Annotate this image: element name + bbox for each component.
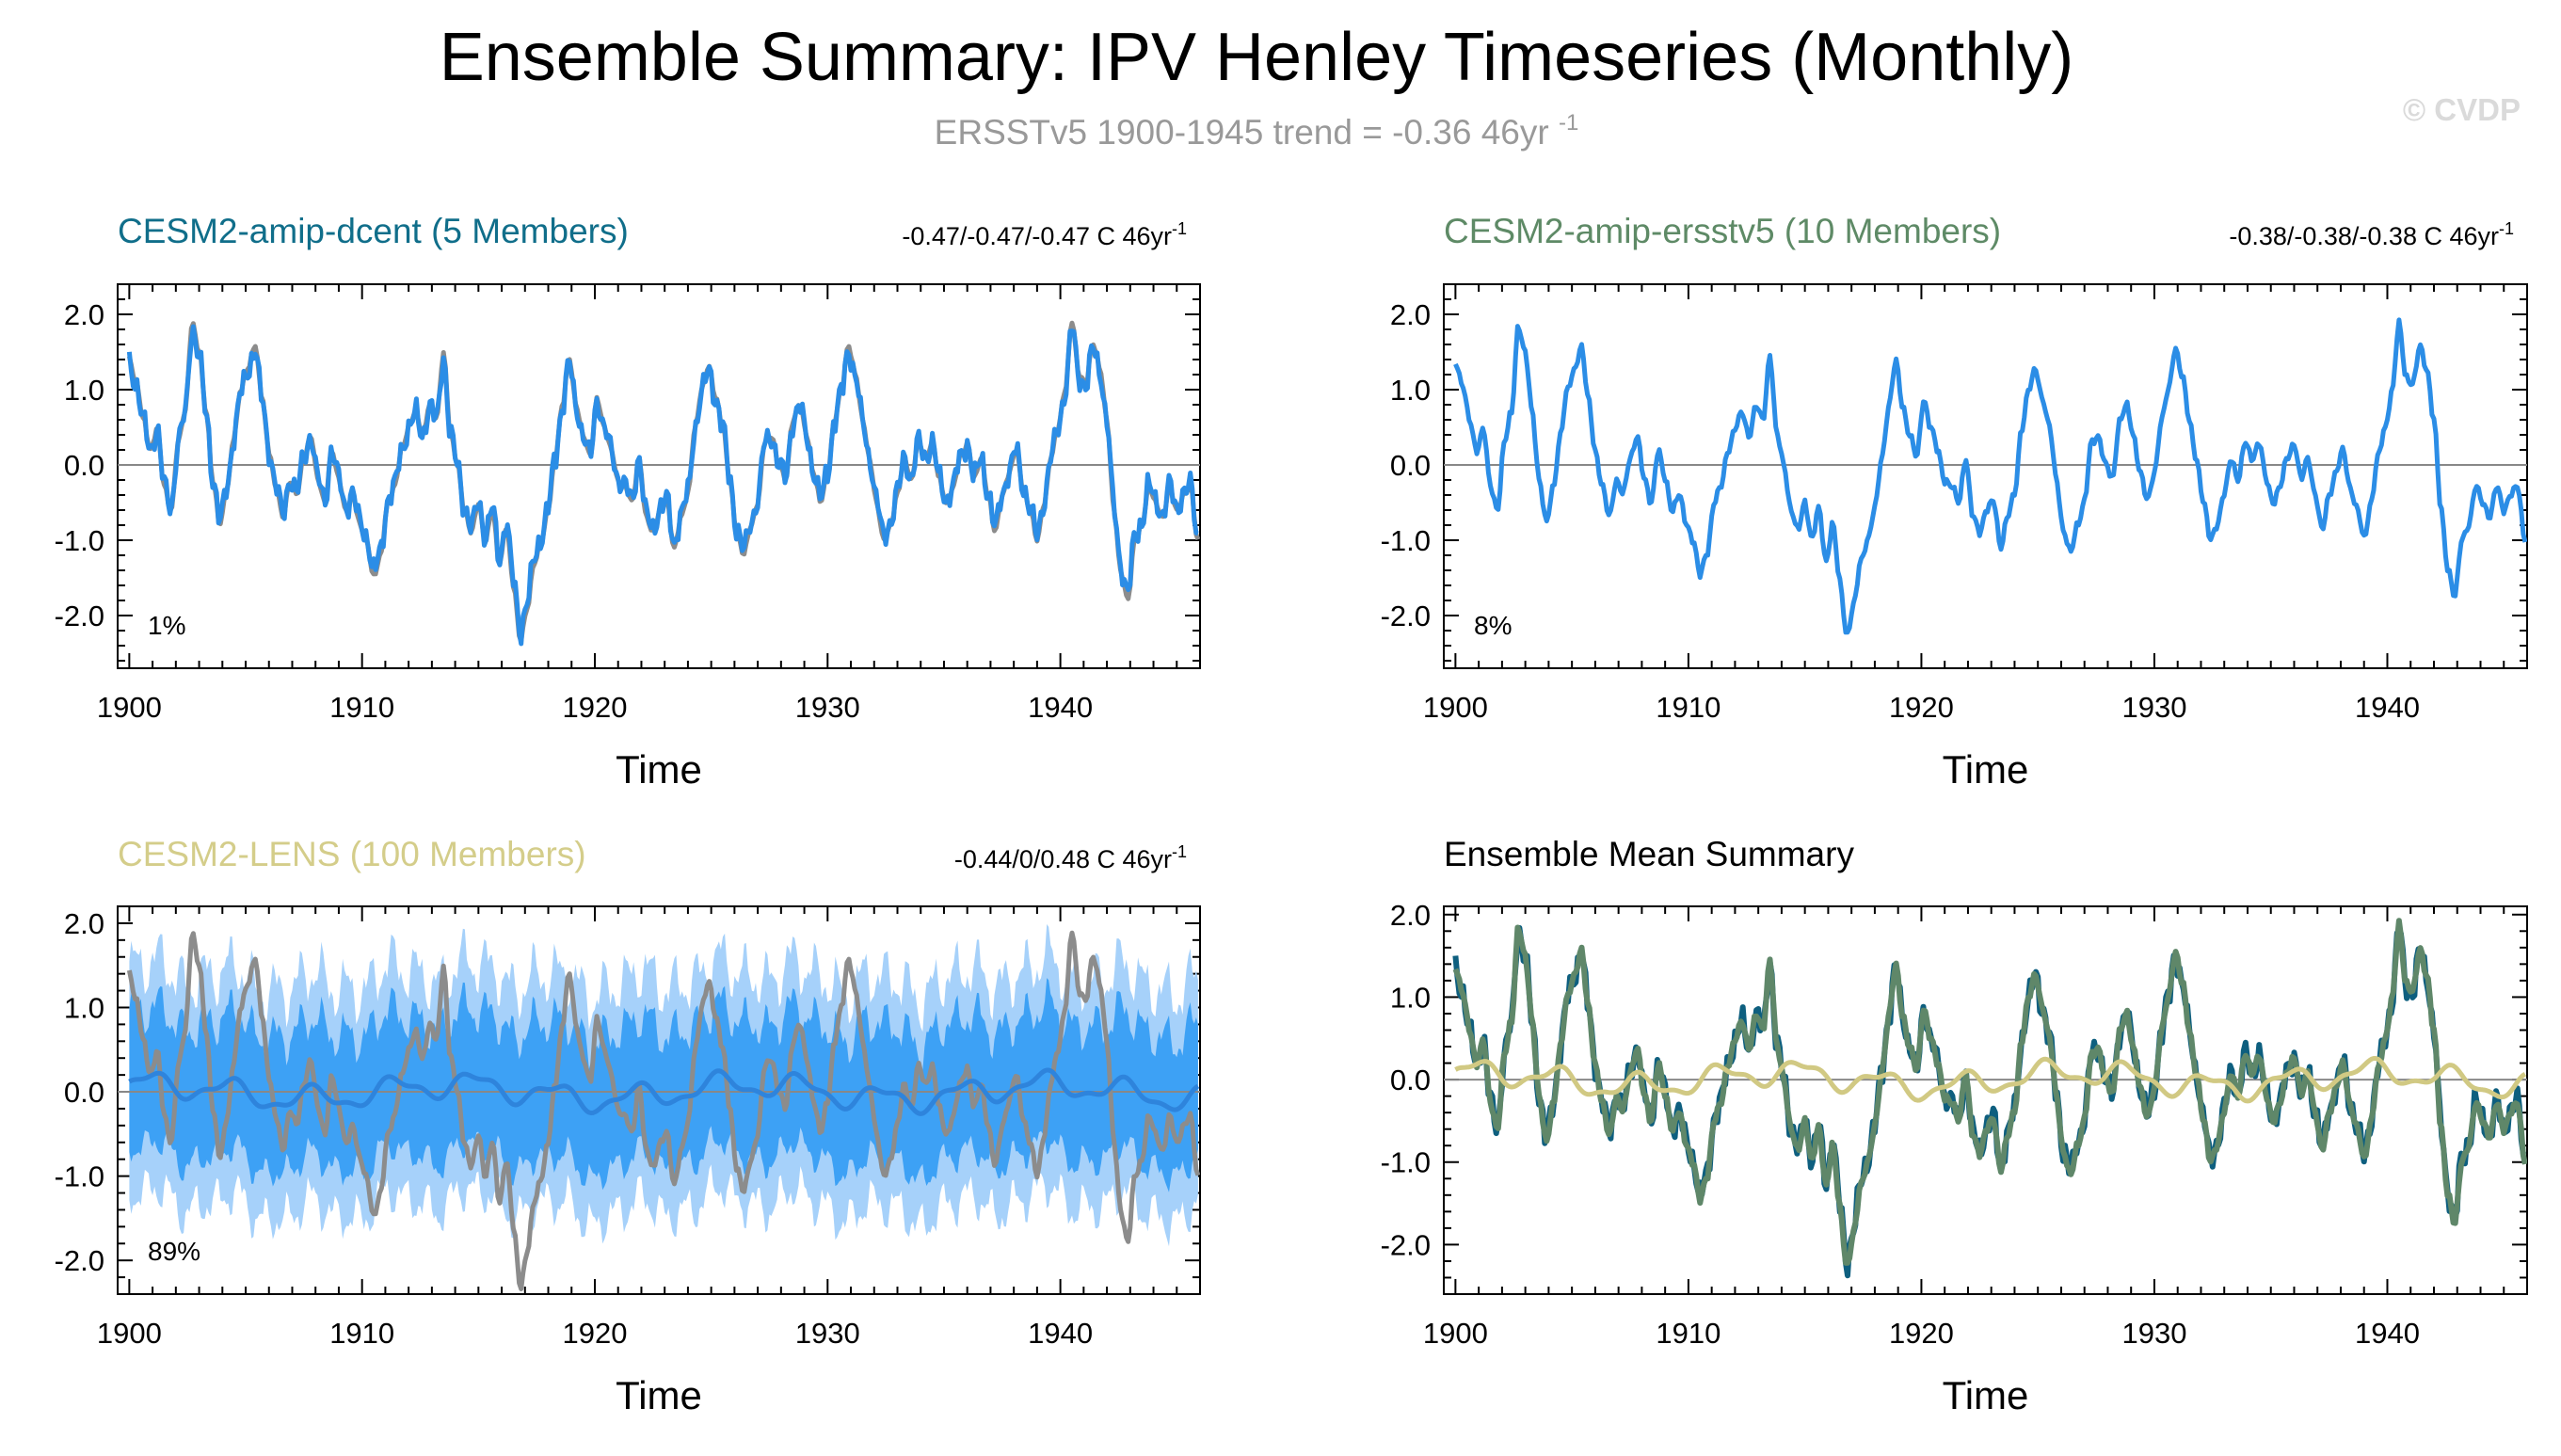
y-tick-label: -2.0 [55, 1244, 104, 1277]
x-tick-label: 1900 [97, 1317, 162, 1350]
x-tick-label: 1930 [795, 691, 860, 724]
x-tick-label: 1930 [795, 1317, 860, 1350]
trend-label: -0.38/-0.38/-0.38 C 46yr-1 [2229, 219, 2514, 250]
trend-superscript: -1 [2499, 219, 2514, 238]
panel-dcent: -2.0 -1.0 0.0 1.0 2.0 1900 1910 1920 1930 1940 Tim… [55, 212, 1201, 792]
y-tick-label: 2.0 [64, 298, 104, 331]
series-line-ersst [1452, 918, 2527, 1266]
watermark: © CVDP [2403, 92, 2521, 127]
y-tick-label: -1.0 [1381, 524, 1431, 557]
y-tick-label: -1.0 [55, 1160, 104, 1193]
y-tick-label: 1.0 [1390, 981, 1431, 1014]
plot-area [118, 923, 1200, 1291]
y-tick-label: -1.0 [55, 524, 104, 557]
trend-text: -0.44/0/0.48 C 46yr [954, 845, 1172, 873]
y-tick-label: 0.0 [64, 449, 104, 482]
panel-title: CESM2-amip-dcent (5 Members) [118, 212, 629, 250]
subtitle: ERSSTv5 1900-1945 trend = -0.36 46yr -1 [935, 110, 1579, 152]
series-line-lensmean [1454, 1056, 2527, 1104]
x-tick-label: 1920 [563, 691, 628, 724]
x-tick-label: 1910 [329, 1317, 394, 1350]
x-tick-label: 1940 [1028, 691, 1093, 724]
x-tick-label: 1920 [1889, 691, 1954, 724]
plot-frame [1443, 283, 2528, 669]
trend-label: -0.47/-0.47/-0.47 C 46yr-1 [902, 219, 1187, 250]
trend-superscript: -1 [1172, 842, 1187, 861]
y-tick-label: -2.0 [55, 600, 104, 632]
trend-label: -0.44/0/0.48 C 46yr-1 [954, 842, 1187, 873]
y-tick-label: 2.0 [64, 907, 104, 940]
percentile-label: 89% [148, 1237, 200, 1266]
panel-ersstv5: -2.0 -1.0 0.0 1.0 2.0 1900 1910 1920 1930 1940 Tim… [1381, 212, 2528, 792]
series-line-ersst [1453, 317, 2527, 635]
y-tick-label: -1.0 [1381, 1146, 1431, 1179]
panel-summary: -2.0 -1.0 0.0 1.0 2.0 1900 1910 1920 1930 1940 Tim… [1381, 835, 2528, 1417]
x-axis-label: Time [616, 747, 702, 792]
trend-superscript: -1 [1172, 219, 1187, 238]
series-line-lensmean [128, 1067, 1200, 1116]
subtitle-superscript: -1 [1559, 110, 1578, 136]
plot-area [118, 320, 1200, 647]
main-title: Ensemble Summary: IPV Henley Timeseries … [440, 20, 2074, 95]
subtitle-text: ERSSTv5 1900-1945 trend = -0.36 46yr [935, 113, 1549, 152]
y-tick-label: 0.0 [1390, 449, 1431, 482]
panel-lens: -2.0 -1.0 0.0 1.0 2.0 1900 1910 1920 1930 1940 Tim… [55, 835, 1201, 1417]
x-tick-label: 1940 [2355, 1317, 2420, 1350]
x-tick-label: 1920 [563, 1317, 628, 1350]
x-tick-label: 1900 [97, 691, 162, 724]
x-tick-label: 1910 [1656, 691, 1721, 724]
panel-title: Ensemble Mean Summary [1444, 835, 1854, 873]
y-tick-label: 0.0 [1390, 1064, 1431, 1096]
x-tick-label: 1940 [2355, 691, 2420, 724]
x-axis-label: Time [1943, 747, 2029, 792]
percentile-label: 1% [148, 611, 185, 640]
x-tick-label: 1920 [1889, 1317, 1954, 1350]
percentile-label: 8% [1474, 611, 1512, 640]
y-tick-label: -2.0 [1381, 600, 1431, 632]
plot-area [1444, 317, 2527, 635]
series-line-obs [126, 320, 1200, 644]
series-line-obs [126, 930, 1200, 1291]
x-tick-label: 1930 [2121, 1317, 2186, 1350]
x-tick-label: 1900 [1423, 691, 1488, 724]
y-tick-label: 2.0 [1390, 298, 1431, 331]
panel-title: CESM2-amip-ersstv5 (10 Members) [1444, 212, 2001, 250]
panels-group: -2.0 -1.0 0.0 1.0 2.0 1900 1910 1920 1930 1940 Tim… [55, 212, 2528, 1417]
x-tick-label: 1940 [1028, 1317, 1093, 1350]
x-axis-label: Time [616, 1373, 702, 1417]
x-axis-label: Time [1943, 1373, 2029, 1417]
plot-frame [117, 283, 1201, 669]
plot-area [1444, 918, 2527, 1279]
y-tick-label: 1.0 [1390, 374, 1431, 407]
panel-title: CESM2-LENS (100 Members) [118, 835, 586, 873]
x-tick-label: 1900 [1423, 1317, 1488, 1350]
trend-text: -0.38/-0.38/-0.38 C 46yr [2229, 222, 2499, 250]
y-tick-label: 1.0 [64, 991, 104, 1024]
trend-text: -0.47/-0.47/-0.47 C 46yr [902, 222, 1172, 250]
y-tick-label: 0.0 [64, 1076, 104, 1109]
y-tick-label: 1.0 [64, 374, 104, 407]
y-tick-label: -2.0 [1381, 1228, 1431, 1261]
series-line-dcent [126, 324, 1199, 647]
plot-frame [1443, 905, 2528, 1295]
x-tick-label: 1910 [1656, 1317, 1721, 1350]
y-tick-label: 2.0 [1390, 899, 1431, 932]
spread-band-inner [129, 978, 1198, 1192]
x-tick-label: 1930 [2121, 691, 2186, 724]
plot-frame [117, 905, 1201, 1295]
x-tick-label: 1910 [329, 691, 394, 724]
